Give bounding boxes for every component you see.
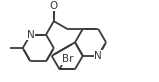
Text: Br: Br — [62, 54, 74, 64]
Text: N: N — [27, 30, 34, 40]
Text: N: N — [94, 51, 102, 61]
Text: O: O — [50, 1, 58, 11]
